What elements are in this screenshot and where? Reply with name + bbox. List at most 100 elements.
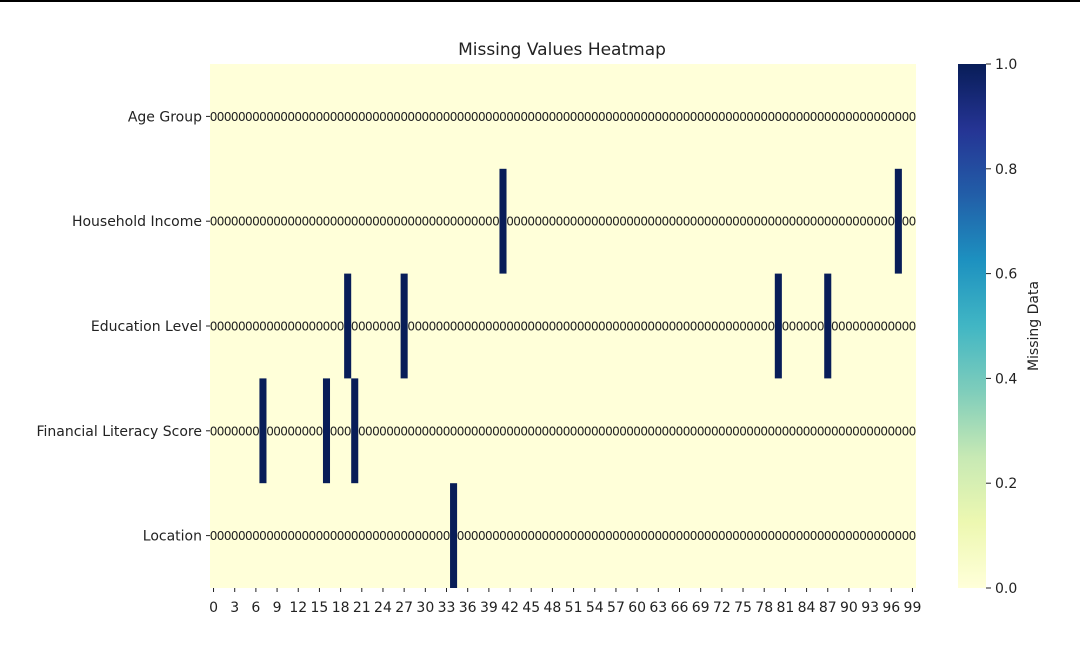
colorbar: 0.0 0.2 0.4 0.6 0.8 1.0 Missing Data [958, 57, 1042, 597]
cell-annotation: 0 [633, 320, 641, 334]
cell-annotation: 0 [725, 215, 733, 229]
cell-annotation: 0 [810, 215, 818, 229]
cell-annotation: 0 [492, 529, 500, 543]
x-tick-label: 99 [904, 600, 922, 616]
cell-annotation: 0 [746, 320, 754, 334]
cell-annotation: 0 [619, 529, 627, 543]
cell-annotation: 0 [852, 110, 860, 124]
cell-annotation: 0 [330, 529, 338, 543]
cell-annotation: 0 [577, 110, 585, 124]
cell-annotation: 0 [365, 529, 373, 543]
cell-annotation: 0 [309, 529, 317, 543]
y-axis: Age Group Household Income Education Level… [36, 109, 210, 545]
cell-annotation: 0 [499, 424, 507, 438]
x-tick-label: 12 [289, 600, 307, 616]
cell-annotation: 0 [259, 215, 267, 229]
x-tick-label: 0 [209, 600, 218, 616]
cell-annotation: 0 [577, 320, 585, 334]
cell-annotation: 0 [775, 110, 783, 124]
cell-annotation: 0 [817, 529, 825, 543]
cell-annotation: 0 [859, 215, 867, 229]
cell-annotation: 0 [301, 110, 309, 124]
cell-annotation: 0 [294, 529, 302, 543]
top-border [0, 0, 1080, 2]
cell-annotation: 0 [238, 424, 246, 438]
cell-annotation: 0 [577, 424, 585, 438]
cell-annotation: 0 [598, 320, 606, 334]
cell-annotation: 0 [718, 110, 726, 124]
cell-annotation: 0 [393, 424, 401, 438]
cell-annotation: 0 [803, 215, 811, 229]
cell-annotation: 0 [633, 529, 641, 543]
cell-annotation: 0 [880, 529, 888, 543]
cell-annotation: 0 [217, 215, 225, 229]
cell-annotation: 0 [676, 110, 684, 124]
cell-annotation: 0 [753, 424, 761, 438]
cell-annotation: 0 [654, 529, 662, 543]
cell-annotation: 0 [407, 529, 415, 543]
cell-annotation: 0 [400, 529, 408, 543]
cell-annotation: 0 [556, 320, 564, 334]
cell-annotation: 0 [887, 529, 895, 543]
cell-annotation: 0 [485, 529, 493, 543]
cell-annotation: 0 [789, 110, 797, 124]
cell-annotation: 0 [443, 424, 451, 438]
cell-annotation: 0 [365, 424, 373, 438]
cell-annotation: 0 [316, 424, 324, 438]
cell-annotation: 0 [464, 529, 472, 543]
cell-annotation: 0 [337, 424, 345, 438]
cell-annotation: 0 [796, 424, 804, 438]
cell-annotation: 0 [866, 424, 874, 438]
x-tick-label: 18 [332, 600, 350, 616]
cell-annotation: 0 [895, 424, 903, 438]
cell-annotation: 0 [337, 215, 345, 229]
cell-annotation: 0 [725, 110, 733, 124]
cell-annotation: 0 [690, 320, 698, 334]
cell-annotation: 0 [873, 215, 881, 229]
cell-annotation: 0 [238, 320, 246, 334]
cell-annotation: 0 [464, 424, 472, 438]
cell-annotation: 0 [612, 320, 620, 334]
cell-annotation: 0 [358, 529, 366, 543]
cell-annotation: 0 [859, 424, 867, 438]
cell-annotation: 0 [436, 424, 444, 438]
cell-annotation: 0 [457, 424, 465, 438]
cell-annotation: 0 [782, 320, 790, 334]
cell-annotation: 0 [887, 215, 895, 229]
cell-annotation: 0 [782, 215, 790, 229]
cell-annotation: 0 [273, 320, 281, 334]
cell-annotation: 0 [690, 424, 698, 438]
cell-annotation: 0 [520, 424, 528, 438]
cell-annotation: 0 [697, 320, 705, 334]
cell-annotation: 0 [640, 424, 648, 438]
cell-annotation: 0 [626, 110, 634, 124]
x-tick-label: 33 [438, 600, 456, 616]
cell-annotation: 0 [556, 215, 564, 229]
cell-annotation: 0 [732, 110, 740, 124]
cell-annotation: 0 [372, 320, 380, 334]
cell-annotation: 0 [739, 110, 747, 124]
cell-annotation: 0 [591, 215, 599, 229]
cell-annotation: 0 [386, 320, 394, 334]
cell-annotation: 0 [584, 320, 592, 334]
cell-annotation: 0 [301, 424, 309, 438]
cell-annotation: 0 [351, 529, 359, 543]
cell-annotation: 0 [273, 215, 281, 229]
cell-annotation: 0 [866, 320, 874, 334]
cell-annotation: 0 [563, 529, 571, 543]
cell-annotation: 0 [760, 529, 768, 543]
cell-annotation: 0 [351, 110, 359, 124]
cell-annotation: 0 [294, 320, 302, 334]
cell-annotation: 0 [824, 110, 832, 124]
colorbar-tick-label: 0.6 [995, 267, 1017, 283]
cell-annotation: 0 [796, 215, 804, 229]
cell-annotation: 0 [563, 215, 571, 229]
x-tick-label: 75 [734, 600, 752, 616]
x-tick-label: 21 [353, 600, 371, 616]
cell-annotation: 0 [287, 215, 295, 229]
cell-annotation: 0 [224, 215, 232, 229]
cell-annotation: 0 [880, 215, 888, 229]
cell-annotation: 0 [506, 529, 514, 543]
cell-annotation: 0 [549, 215, 557, 229]
